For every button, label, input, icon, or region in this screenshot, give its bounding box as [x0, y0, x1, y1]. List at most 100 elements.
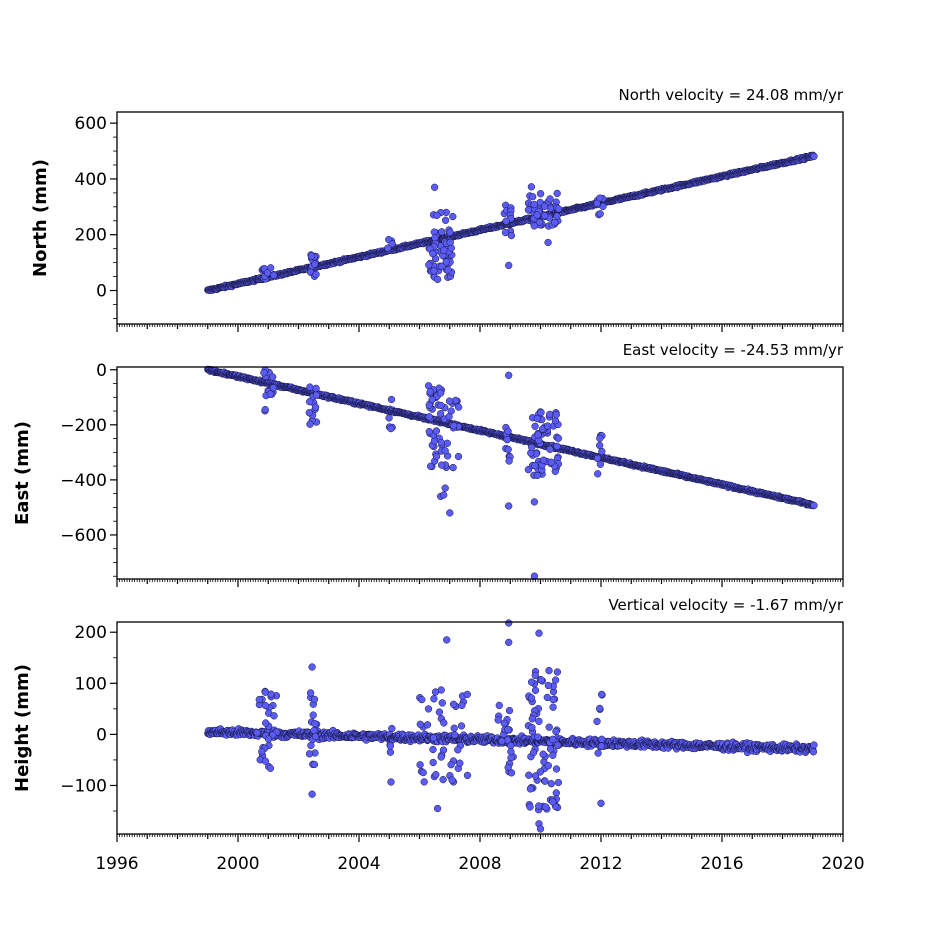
data-point: [554, 741, 562, 749]
data-point: [552, 789, 560, 797]
data-point: [505, 502, 513, 510]
data-point: [423, 721, 432, 729]
y-tick-label: 100: [75, 674, 107, 694]
data-point: [263, 269, 272, 277]
y-tick-label: 0: [96, 361, 107, 381]
data-point: [432, 427, 441, 435]
data-point: [547, 780, 555, 788]
data-point: [525, 771, 533, 779]
data-point: [308, 790, 316, 798]
data-point: [535, 629, 543, 637]
data-point: [270, 271, 278, 279]
data-point: [266, 764, 275, 772]
data-point: [546, 745, 555, 753]
data-point: [505, 619, 513, 627]
data-point: [553, 189, 561, 198]
data-point: [463, 690, 471, 699]
data-point: [431, 688, 440, 696]
data-point: [438, 228, 446, 236]
data-point: [535, 218, 544, 227]
data-point: [431, 234, 439, 242]
panel-title: Vertical velocity = -1.67 mm/yr: [608, 596, 843, 614]
data-point: [387, 395, 396, 404]
data-point: [439, 775, 447, 784]
data-point: [536, 825, 545, 833]
data-point: [432, 771, 440, 779]
data-point: [531, 686, 540, 695]
data-point: [527, 678, 536, 686]
data-point: [416, 761, 424, 769]
data-point: [451, 731, 459, 739]
data-point: [529, 193, 537, 201]
data-point: [261, 688, 270, 696]
data-point: [433, 275, 442, 284]
plot-points: [204, 619, 818, 833]
data-point: [524, 206, 533, 214]
data-point: [430, 267, 438, 275]
data-point: [549, 735, 557, 743]
data-point: [418, 695, 426, 704]
data-point: [534, 733, 542, 741]
data-point: [533, 414, 541, 423]
data-point: [553, 442, 561, 450]
data-point: [596, 460, 605, 468]
data-point: [261, 701, 270, 710]
data-point: [594, 749, 602, 757]
data-point: [311, 403, 320, 411]
data-point: [593, 717, 601, 726]
data-point: [463, 771, 472, 780]
y-tick-label: −600: [60, 526, 107, 546]
data-point: [266, 390, 275, 398]
data-point: [454, 746, 462, 754]
data-point: [549, 798, 557, 806]
data-point: [420, 778, 428, 786]
y-ticks: −100 0 100 200: [60, 623, 117, 812]
data-point: [540, 202, 549, 210]
data-point: [261, 405, 269, 414]
data-point: [440, 491, 448, 499]
data-point: [385, 414, 393, 422]
data-point: [430, 183, 439, 191]
data-point: [530, 498, 539, 506]
data-point: [416, 720, 424, 728]
data-point: [387, 778, 395, 786]
data-point: [530, 200, 538, 209]
data-point: [386, 742, 394, 750]
data-point: [505, 261, 513, 270]
data-point: [526, 803, 534, 811]
data-point: [429, 758, 437, 767]
data-point: [310, 760, 319, 769]
data-point: [449, 212, 457, 221]
data-point: [270, 712, 278, 720]
panel-title: North velocity = 24.08 mm/yr: [619, 86, 844, 104]
data-point: [537, 676, 545, 684]
data-point: [546, 410, 554, 419]
data-point: [504, 726, 512, 734]
data-point: [430, 695, 438, 703]
data-point: [527, 694, 536, 702]
data-point: [435, 708, 444, 716]
data-point: [451, 396, 460, 405]
data-point: [419, 768, 427, 777]
x-tick-label: 2004: [337, 854, 380, 874]
data-point: [554, 205, 563, 213]
data-point: [549, 751, 557, 759]
data-point: [547, 458, 555, 466]
data-point: [552, 727, 560, 736]
data-point: [442, 258, 450, 266]
y-tick-label: 0: [96, 725, 107, 745]
data-point: [553, 212, 561, 220]
y-tick-label: −200: [60, 416, 107, 436]
y-axis-label: Height (mm): [12, 664, 33, 792]
data-point: [457, 722, 466, 730]
data-point: [544, 238, 552, 247]
data-point: [426, 462, 435, 470]
x-tick-label: 2020: [821, 854, 864, 874]
data-point: [311, 732, 320, 741]
data-point: [554, 434, 563, 442]
data-point: [536, 190, 545, 198]
data-point: [269, 373, 277, 381]
panel-north: North velocity = 24.08 mm/yr 0200400600 …: [30, 86, 844, 332]
data-point: [553, 668, 562, 676]
x-tick-label: 2008: [458, 854, 501, 874]
